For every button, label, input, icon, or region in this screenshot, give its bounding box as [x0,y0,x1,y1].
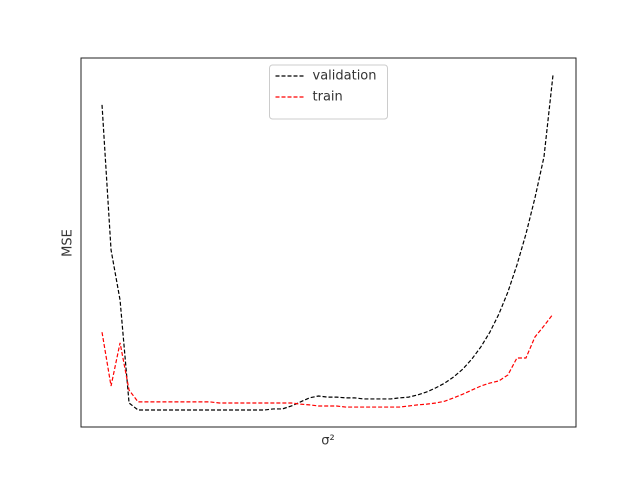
legend-box [269,64,388,120]
data-line [101,74,554,411]
legend-label: validation [313,69,377,84]
x-axis-label: σ² [321,434,334,449]
legend-label: train [313,90,343,105]
axes-frame [80,57,577,428]
data-line [101,313,554,408]
y-axis-label: MSE [61,229,76,257]
